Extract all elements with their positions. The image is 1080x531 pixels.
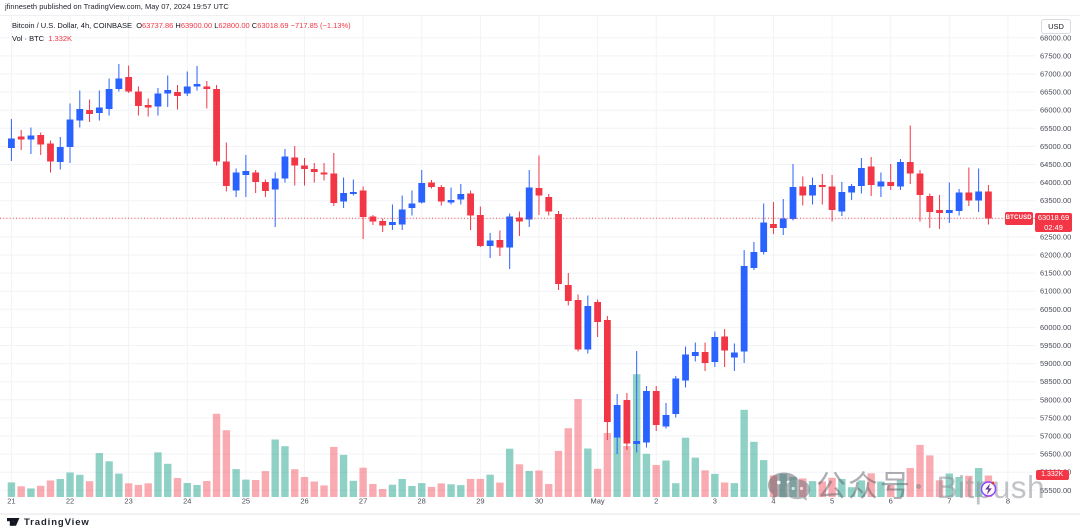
svg-text:68000.00: 68000.00 <box>1040 33 1071 42</box>
svg-text:May: May <box>591 497 605 506</box>
svg-text:63500.00: 63500.00 <box>1040 196 1071 205</box>
svg-text:29: 29 <box>476 497 484 506</box>
svg-text:26: 26 <box>300 497 308 506</box>
svg-text:27: 27 <box>359 497 367 506</box>
svg-text:8: 8 <box>1006 497 1010 506</box>
svg-text:59500.00: 59500.00 <box>1040 341 1071 350</box>
svg-text:62000.00: 62000.00 <box>1040 251 1071 260</box>
svg-text:公众号: 公众号 <box>816 471 912 504</box>
svg-text:3: 3 <box>713 497 717 506</box>
svg-text:2: 2 <box>654 497 658 506</box>
svg-text:58000.00: 58000.00 <box>1040 395 1071 404</box>
svg-text:4: 4 <box>771 497 775 506</box>
svg-text:5: 5 <box>830 497 834 506</box>
svg-text:66500.00: 66500.00 <box>1040 88 1071 97</box>
svg-text:25: 25 <box>242 497 250 506</box>
svg-text:66000.00: 66000.00 <box>1040 106 1071 115</box>
svg-text:57500.00: 57500.00 <box>1040 413 1071 422</box>
svg-text:6: 6 <box>889 497 893 506</box>
svg-text:67000.00: 67000.00 <box>1040 70 1071 79</box>
svg-text:65000.00: 65000.00 <box>1040 142 1071 151</box>
svg-text:60000.00: 60000.00 <box>1040 323 1071 332</box>
svg-text:30: 30 <box>535 497 543 506</box>
svg-text:57000.00: 57000.00 <box>1040 432 1071 441</box>
svg-text:21: 21 <box>7 497 15 506</box>
svg-text:61000.00: 61000.00 <box>1040 287 1071 296</box>
svg-text:TradingView: TradingView <box>24 517 90 528</box>
svg-text:7: 7 <box>947 497 951 506</box>
svg-text:24: 24 <box>183 497 191 506</box>
svg-text:64000.00: 64000.00 <box>1040 178 1071 187</box>
svg-text:62500.00: 62500.00 <box>1040 232 1071 241</box>
svg-text:55500.00: 55500.00 <box>1040 486 1071 495</box>
svg-text:59000.00: 59000.00 <box>1040 359 1071 368</box>
svg-text:64500.00: 64500.00 <box>1040 160 1071 169</box>
svg-text:67500.00: 67500.00 <box>1040 51 1071 60</box>
svg-text:58500.00: 58500.00 <box>1040 377 1071 386</box>
svg-text:56500.00: 56500.00 <box>1040 450 1071 459</box>
svg-text:23: 23 <box>124 497 132 506</box>
svg-text:61500.00: 61500.00 <box>1040 269 1071 278</box>
svg-text:28: 28 <box>418 497 426 506</box>
svg-text:22: 22 <box>66 497 74 506</box>
svg-text:60500.00: 60500.00 <box>1040 305 1071 314</box>
svg-text:65500.00: 65500.00 <box>1040 124 1071 133</box>
